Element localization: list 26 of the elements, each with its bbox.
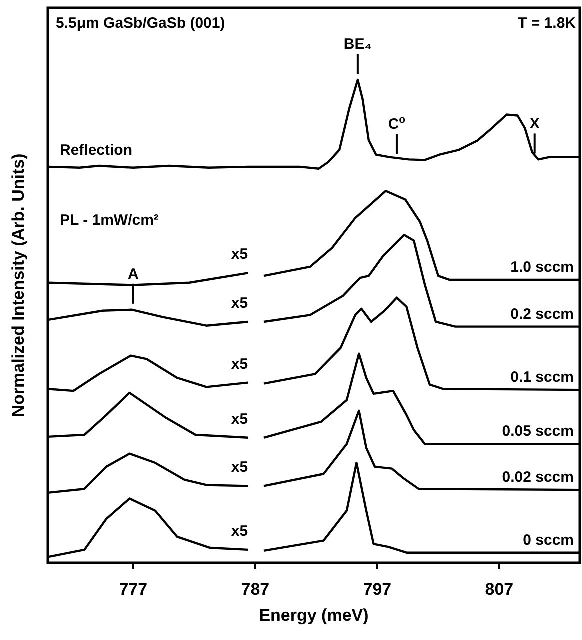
annotation: x5 — [231, 294, 248, 312]
annotation: BE₄ — [344, 36, 372, 53]
x-axis-title: Energy (meV) — [259, 606, 369, 625]
chart-title: 5.5μm GaSb/GaSb (001) — [56, 15, 226, 32]
x-tick-label: 777 — [119, 580, 148, 599]
annotation: x5 — [231, 410, 248, 428]
series-label: 0.02 sccm — [502, 469, 574, 486]
text: T = 1.8K — [518, 15, 576, 32]
series-label: 1.0 sccm — [510, 258, 574, 276]
x-tick-label: 787 — [241, 580, 270, 599]
series-label: 0.1 sccm — [510, 369, 574, 386]
series-label: 0 sccm — [523, 532, 574, 549]
annotation: x5 — [231, 522, 248, 540]
annotation: A — [128, 266, 139, 283]
annotation: PL - 1mW/cm² — [60, 212, 159, 229]
y-axis-title: Normalized Intensity (Arb. Units) — [9, 154, 28, 418]
series-label: 0.2 sccm — [510, 306, 574, 323]
annotation: x5 — [231, 356, 248, 373]
x-tick-label: 807 — [485, 580, 514, 599]
annotation: X — [530, 116, 540, 133]
annotation: x5 — [231, 459, 248, 476]
series-label: Reflection — [60, 142, 133, 159]
annotation: x5 — [231, 246, 248, 264]
x-tick-label: 797 — [363, 580, 392, 599]
annotation: C$^{o}$ — [388, 114, 406, 134]
series-label: 0.05 sccm — [502, 423, 574, 440]
